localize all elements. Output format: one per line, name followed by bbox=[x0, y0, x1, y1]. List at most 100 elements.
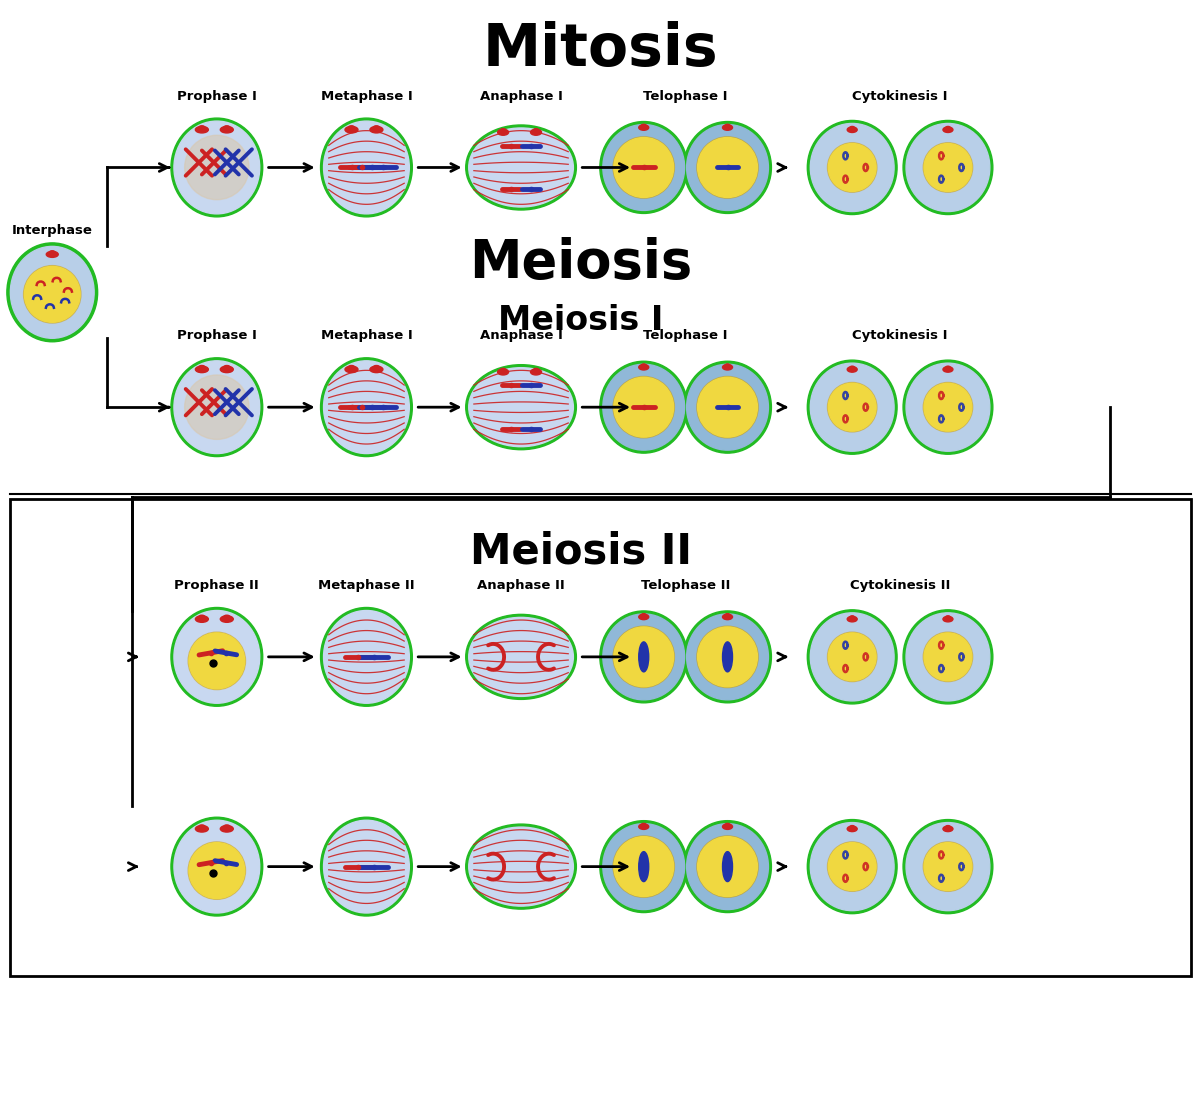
Ellipse shape bbox=[722, 365, 732, 370]
Ellipse shape bbox=[722, 642, 732, 672]
Ellipse shape bbox=[348, 126, 355, 130]
Text: Interphase: Interphase bbox=[12, 225, 92, 237]
Text: Telophase II: Telophase II bbox=[641, 579, 731, 592]
Ellipse shape bbox=[697, 138, 757, 198]
Ellipse shape bbox=[924, 633, 972, 681]
Ellipse shape bbox=[174, 360, 259, 454]
Ellipse shape bbox=[11, 247, 94, 338]
Ellipse shape bbox=[641, 125, 647, 128]
Ellipse shape bbox=[686, 125, 768, 210]
Ellipse shape bbox=[641, 614, 647, 617]
Ellipse shape bbox=[174, 610, 259, 703]
Ellipse shape bbox=[943, 826, 953, 832]
Ellipse shape bbox=[946, 127, 950, 130]
Ellipse shape bbox=[638, 614, 649, 619]
Ellipse shape bbox=[828, 143, 876, 191]
Ellipse shape bbox=[638, 824, 649, 830]
Ellipse shape bbox=[498, 369, 509, 375]
Ellipse shape bbox=[904, 820, 992, 914]
Ellipse shape bbox=[500, 129, 506, 132]
Ellipse shape bbox=[174, 821, 259, 913]
Ellipse shape bbox=[946, 616, 950, 619]
Ellipse shape bbox=[223, 126, 230, 130]
Ellipse shape bbox=[847, 127, 857, 132]
Ellipse shape bbox=[196, 616, 209, 623]
Text: Telophase I: Telophase I bbox=[643, 329, 728, 342]
Text: Prophase I: Prophase I bbox=[176, 329, 257, 342]
Ellipse shape bbox=[602, 125, 685, 210]
Ellipse shape bbox=[904, 360, 992, 454]
Ellipse shape bbox=[602, 824, 685, 910]
Ellipse shape bbox=[684, 821, 772, 913]
Ellipse shape bbox=[808, 820, 898, 914]
Ellipse shape bbox=[188, 632, 246, 689]
Ellipse shape bbox=[722, 614, 732, 619]
Ellipse shape bbox=[320, 607, 413, 706]
Ellipse shape bbox=[684, 121, 772, 214]
Ellipse shape bbox=[7, 242, 97, 341]
Ellipse shape bbox=[828, 384, 876, 431]
Ellipse shape bbox=[847, 826, 857, 832]
Ellipse shape bbox=[828, 842, 877, 892]
Ellipse shape bbox=[613, 626, 674, 687]
Ellipse shape bbox=[188, 842, 246, 900]
Ellipse shape bbox=[221, 127, 233, 133]
Ellipse shape bbox=[223, 366, 230, 369]
Ellipse shape bbox=[641, 823, 647, 826]
Ellipse shape bbox=[469, 128, 574, 207]
Ellipse shape bbox=[697, 626, 758, 687]
Ellipse shape bbox=[906, 823, 990, 911]
Ellipse shape bbox=[613, 377, 674, 438]
Ellipse shape bbox=[697, 836, 758, 897]
Ellipse shape bbox=[498, 129, 509, 136]
Ellipse shape bbox=[614, 627, 673, 687]
Ellipse shape bbox=[850, 825, 854, 828]
Ellipse shape bbox=[346, 366, 358, 373]
Ellipse shape bbox=[850, 616, 854, 619]
Ellipse shape bbox=[810, 123, 894, 211]
Ellipse shape bbox=[722, 852, 732, 882]
Ellipse shape bbox=[638, 852, 649, 882]
Ellipse shape bbox=[725, 364, 730, 367]
Ellipse shape bbox=[170, 817, 263, 916]
Ellipse shape bbox=[370, 366, 383, 373]
Ellipse shape bbox=[185, 136, 248, 200]
Ellipse shape bbox=[196, 825, 209, 832]
Ellipse shape bbox=[188, 843, 245, 898]
Ellipse shape bbox=[810, 364, 894, 451]
Ellipse shape bbox=[614, 138, 673, 198]
Ellipse shape bbox=[530, 129, 541, 136]
Ellipse shape bbox=[320, 817, 413, 916]
Ellipse shape bbox=[530, 369, 541, 375]
Ellipse shape bbox=[943, 367, 953, 373]
Text: Metaphase I: Metaphase I bbox=[320, 329, 413, 342]
Ellipse shape bbox=[943, 616, 953, 622]
Ellipse shape bbox=[638, 365, 649, 370]
Ellipse shape bbox=[346, 127, 358, 133]
Ellipse shape bbox=[600, 821, 688, 913]
Ellipse shape bbox=[850, 366, 854, 369]
Ellipse shape bbox=[828, 843, 876, 891]
Ellipse shape bbox=[725, 614, 730, 617]
Ellipse shape bbox=[810, 823, 894, 911]
Ellipse shape bbox=[697, 377, 757, 437]
Ellipse shape bbox=[324, 360, 409, 454]
Ellipse shape bbox=[946, 366, 950, 369]
Ellipse shape bbox=[469, 368, 574, 447]
Ellipse shape bbox=[810, 613, 894, 701]
Ellipse shape bbox=[946, 825, 950, 828]
Text: Cytokinesis I: Cytokinesis I bbox=[852, 329, 948, 342]
Text: Telophase I: Telophase I bbox=[643, 90, 728, 102]
Ellipse shape bbox=[533, 129, 539, 132]
Ellipse shape bbox=[638, 642, 649, 672]
Ellipse shape bbox=[469, 617, 574, 696]
Ellipse shape bbox=[923, 383, 973, 431]
Ellipse shape bbox=[170, 607, 263, 706]
Ellipse shape bbox=[174, 121, 259, 214]
Ellipse shape bbox=[466, 614, 576, 699]
Ellipse shape bbox=[828, 383, 877, 431]
Ellipse shape bbox=[533, 368, 539, 373]
Ellipse shape bbox=[196, 127, 209, 133]
Ellipse shape bbox=[808, 120, 898, 215]
Ellipse shape bbox=[697, 137, 758, 198]
